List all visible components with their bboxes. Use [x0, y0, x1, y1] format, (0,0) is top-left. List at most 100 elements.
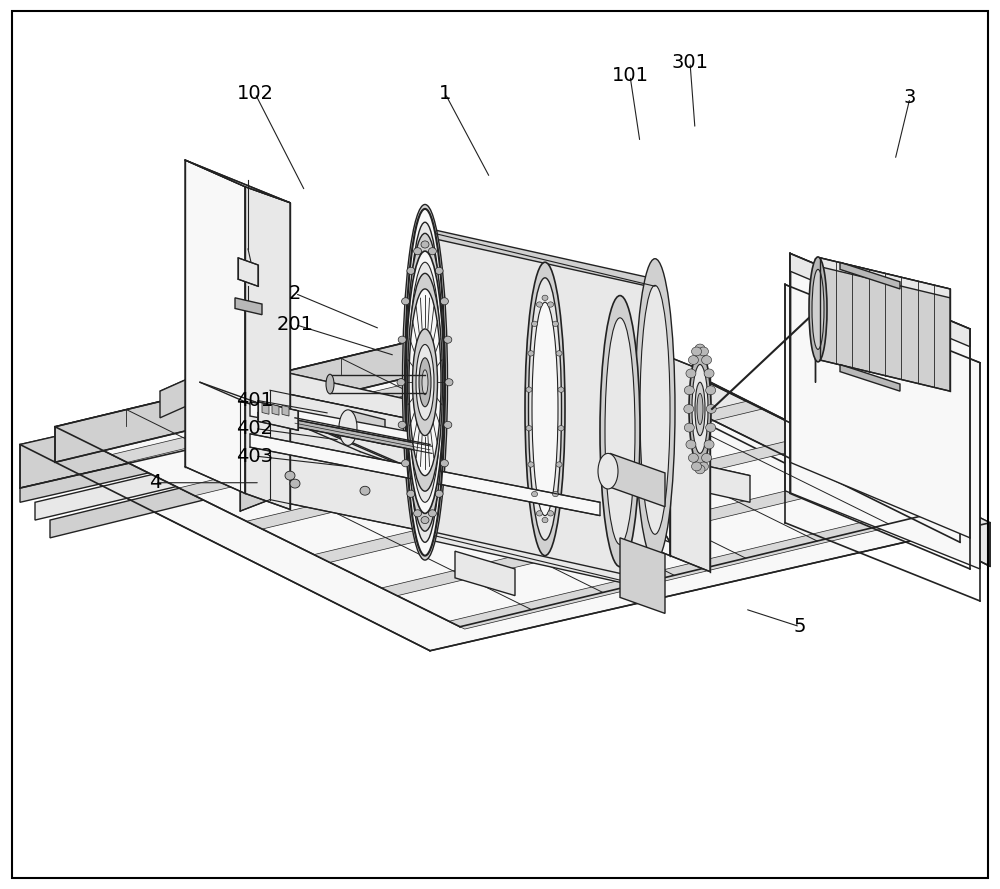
Ellipse shape — [812, 269, 824, 349]
Polygon shape — [230, 360, 750, 502]
Circle shape — [684, 423, 694, 432]
Text: 1: 1 — [439, 84, 451, 103]
Circle shape — [398, 336, 406, 343]
Circle shape — [706, 386, 716, 395]
Circle shape — [290, 479, 300, 488]
Ellipse shape — [635, 259, 675, 561]
Polygon shape — [160, 360, 230, 418]
Circle shape — [407, 268, 415, 275]
Text: 3: 3 — [904, 88, 916, 108]
Polygon shape — [55, 307, 960, 627]
Polygon shape — [179, 368, 695, 496]
Circle shape — [435, 490, 443, 497]
Ellipse shape — [339, 410, 357, 445]
Circle shape — [536, 510, 542, 516]
Circle shape — [435, 268, 443, 275]
Polygon shape — [840, 262, 900, 289]
Polygon shape — [790, 253, 970, 538]
Polygon shape — [425, 231, 655, 589]
Polygon shape — [820, 258, 950, 391]
Circle shape — [688, 453, 698, 462]
Polygon shape — [200, 382, 415, 471]
Polygon shape — [185, 160, 290, 203]
Circle shape — [402, 298, 410, 305]
Ellipse shape — [532, 302, 558, 516]
Ellipse shape — [416, 345, 434, 420]
Polygon shape — [555, 307, 960, 542]
Circle shape — [684, 386, 694, 395]
Circle shape — [704, 440, 714, 449]
Circle shape — [285, 471, 295, 480]
Ellipse shape — [419, 358, 431, 407]
Polygon shape — [262, 404, 269, 414]
Ellipse shape — [600, 296, 640, 567]
Ellipse shape — [405, 209, 445, 556]
Polygon shape — [250, 434, 600, 516]
Ellipse shape — [605, 318, 635, 544]
Circle shape — [698, 347, 708, 356]
Circle shape — [704, 369, 714, 378]
Polygon shape — [246, 401, 762, 529]
Text: 101: 101 — [612, 66, 648, 85]
Ellipse shape — [809, 257, 827, 362]
Polygon shape — [238, 258, 258, 286]
Text: 201: 201 — [276, 315, 314, 334]
Circle shape — [444, 421, 452, 428]
Circle shape — [686, 369, 696, 378]
Circle shape — [556, 462, 562, 468]
Circle shape — [360, 486, 370, 495]
Circle shape — [556, 351, 562, 356]
Text: 402: 402 — [237, 419, 274, 438]
Circle shape — [702, 356, 712, 364]
Circle shape — [695, 344, 705, 353]
Ellipse shape — [409, 289, 441, 476]
Circle shape — [397, 379, 405, 386]
Polygon shape — [55, 307, 555, 462]
Polygon shape — [255, 402, 455, 487]
Polygon shape — [840, 364, 900, 391]
Circle shape — [421, 241, 429, 248]
Text: 5: 5 — [794, 617, 806, 637]
Circle shape — [552, 492, 558, 497]
Circle shape — [421, 517, 429, 524]
Polygon shape — [35, 374, 575, 520]
Polygon shape — [272, 404, 279, 415]
Polygon shape — [240, 390, 270, 511]
Ellipse shape — [402, 204, 448, 560]
Polygon shape — [381, 468, 897, 596]
Text: 403: 403 — [237, 446, 274, 466]
Polygon shape — [20, 360, 580, 502]
Polygon shape — [790, 253, 970, 347]
Polygon shape — [20, 316, 580, 488]
Circle shape — [692, 462, 702, 471]
Polygon shape — [258, 412, 432, 453]
Circle shape — [695, 465, 705, 474]
Circle shape — [402, 460, 410, 467]
Ellipse shape — [697, 393, 703, 425]
Ellipse shape — [525, 262, 565, 556]
Polygon shape — [185, 160, 245, 493]
Polygon shape — [620, 338, 670, 556]
Circle shape — [528, 351, 534, 356]
Circle shape — [528, 462, 534, 468]
Circle shape — [444, 336, 452, 343]
Polygon shape — [455, 551, 515, 596]
Polygon shape — [580, 316, 990, 566]
Polygon shape — [258, 402, 298, 430]
Circle shape — [428, 509, 436, 517]
Ellipse shape — [326, 374, 334, 394]
Polygon shape — [785, 284, 980, 569]
Polygon shape — [235, 298, 262, 315]
Ellipse shape — [640, 285, 670, 534]
Circle shape — [706, 423, 716, 432]
Circle shape — [407, 490, 415, 497]
Circle shape — [440, 460, 448, 467]
Polygon shape — [610, 453, 665, 507]
Polygon shape — [245, 187, 290, 509]
Circle shape — [542, 517, 548, 523]
Ellipse shape — [406, 233, 444, 532]
Circle shape — [548, 510, 554, 516]
Circle shape — [686, 440, 696, 449]
Circle shape — [558, 387, 564, 392]
Circle shape — [702, 453, 712, 462]
